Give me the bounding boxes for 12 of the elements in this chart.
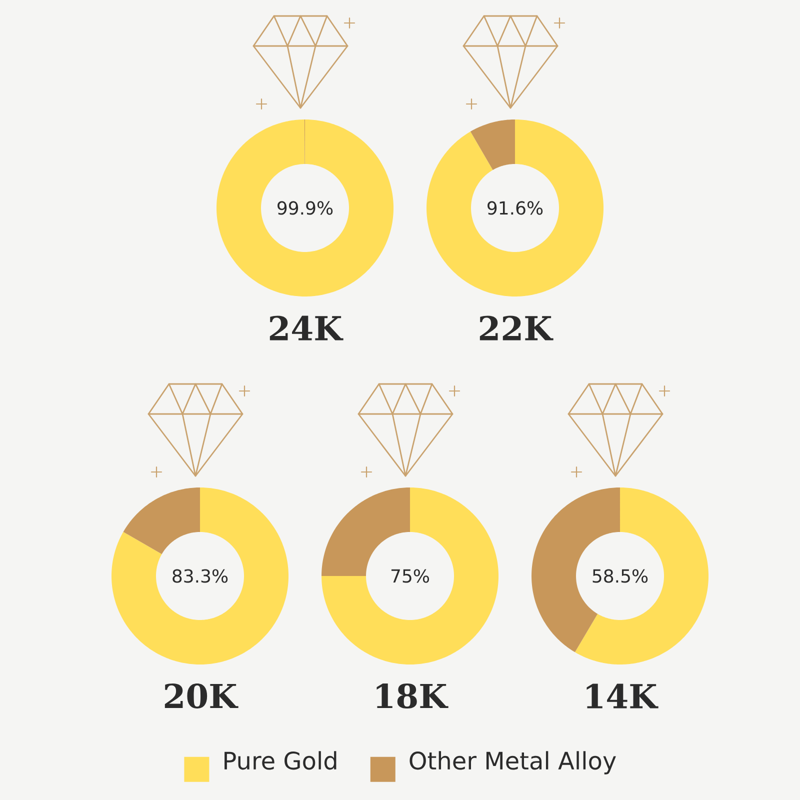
- data-label: 83.3%: [172, 569, 228, 583]
- data-label: 91.6%: [488, 201, 543, 215]
- data-label: 58.5%: [592, 569, 648, 583]
- data-label: 99.9%: [278, 201, 333, 215]
- text: 14K: [586, 684, 658, 708]
- legend-label: Other Metal Alloy: [410, 751, 616, 774]
- data-label: 75%: [391, 569, 430, 583]
- text: 20K: [164, 684, 238, 708]
- text: 18K: [376, 684, 448, 708]
- text: 24K: [270, 316, 344, 340]
- text: 22K: [480, 316, 554, 340]
- legend-label: Pure Gold: [224, 751, 336, 770]
